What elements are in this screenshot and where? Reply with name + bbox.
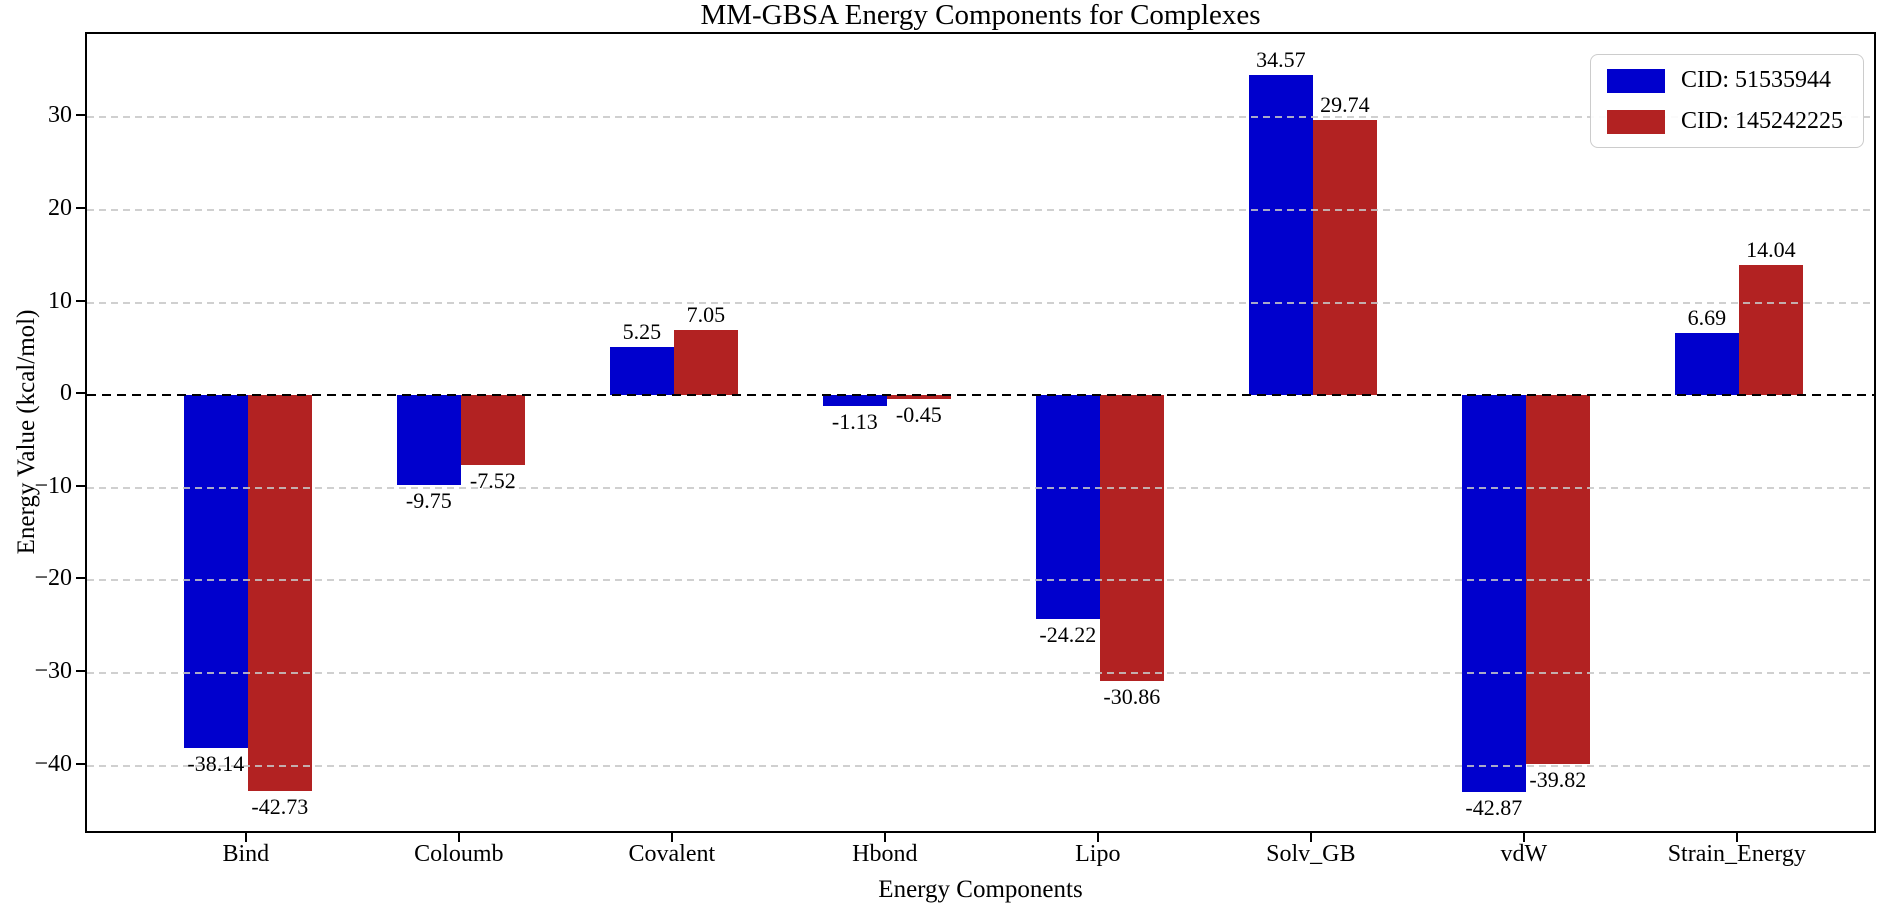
y-tick-label-10: 10 xyxy=(48,287,72,314)
gridline-20 xyxy=(87,208,1874,211)
y-tick-mark--20 xyxy=(76,577,85,580)
legend-label-0: CID: 51535944 xyxy=(1681,67,1831,93)
x-tick-label-vdW: vdW xyxy=(1500,841,1548,867)
x-tick-mark-Lipo xyxy=(1096,833,1099,842)
bar-value-label-Coloumb-series0: -9.75 xyxy=(405,488,452,514)
y-tick-mark-30 xyxy=(76,114,85,117)
bar-value-label-Lipo-series1: -30.86 xyxy=(1103,683,1161,709)
x-tick-label-Covalent: Covalent xyxy=(628,841,716,867)
zero-line xyxy=(87,394,1874,397)
y-tick-mark-0 xyxy=(76,392,85,395)
bar-Covalent-series0 xyxy=(609,346,674,396)
gridline--40 xyxy=(87,764,1874,767)
y-tick-label--20: −20 xyxy=(34,565,72,592)
x-tick-label-Lipo: Lipo xyxy=(1075,841,1121,867)
bar-Solv_GB-series0 xyxy=(1248,75,1313,396)
x-tick-label-Coloumb: Coloumb xyxy=(414,841,504,867)
y-tick-label-30: 30 xyxy=(48,102,72,129)
legend-swatch-red xyxy=(1607,109,1665,134)
legend-label-1: CID: 145242225 xyxy=(1681,108,1843,134)
bar-Strain_Energy-series1 xyxy=(1738,265,1803,396)
chart-title: MM-GBSA Energy Components for Complexes xyxy=(700,0,1261,31)
bar-value-label-Strain_Energy-series1: 14.04 xyxy=(1746,237,1796,263)
x-tick-mark-Coloumb xyxy=(457,833,460,842)
x-tick-mark-Covalent xyxy=(670,833,673,842)
y-tick-mark-20 xyxy=(76,206,85,209)
gridline--30 xyxy=(87,671,1874,674)
bar-value-label-vdW-series1: -39.82 xyxy=(1529,766,1587,792)
x-tick-mark-Strain_Energy xyxy=(1735,833,1738,842)
legend-item-0: CID: 51535944 xyxy=(1607,67,1843,94)
gridline--20 xyxy=(87,579,1874,582)
x-tick-mark-Hbond xyxy=(883,833,886,842)
x-tick-label-Bind: Bind xyxy=(222,841,270,867)
x-tick-label-Hbond: Hbond xyxy=(852,841,918,867)
bar-value-label-Bind-series0: -38.14 xyxy=(187,751,245,777)
legend-swatch-blue xyxy=(1607,68,1665,93)
y-tick-mark--10 xyxy=(76,484,85,487)
bar-value-label-Bind-series1: -42.73 xyxy=(251,793,309,819)
bar-vdW-series0 xyxy=(1461,395,1526,793)
x-tick-mark-vdW xyxy=(1522,833,1525,842)
gridline-10 xyxy=(87,301,1874,304)
bar-Solv_GB-series1 xyxy=(1312,119,1377,396)
bar-Lipo-series0 xyxy=(1035,395,1100,620)
x-axis-label: Energy Components xyxy=(878,876,1083,903)
gridline--10 xyxy=(87,486,1874,489)
legend-item-1: CID: 145242225 xyxy=(1607,108,1843,135)
bar-value-label-Solv_GB-series1: 29.74 xyxy=(1320,91,1370,117)
bar-value-label-Solv_GB-series0: 34.57 xyxy=(1256,47,1306,73)
y-tick-label--30: −30 xyxy=(34,657,72,684)
bar-Bind-series0 xyxy=(183,395,248,749)
bar-value-label-Covalent-series1: 7.05 xyxy=(686,301,726,327)
bar-Covalent-series1 xyxy=(673,329,738,396)
bar-Bind-series1 xyxy=(247,395,312,791)
bar-value-label-Coloumb-series1: -7.52 xyxy=(469,467,516,493)
bar-value-label-Covalent-series0: 5.25 xyxy=(622,318,662,344)
bar-value-label-Lipo-series0: -24.22 xyxy=(1039,622,1097,648)
y-tick-mark--40 xyxy=(76,762,85,765)
bar-Coloumb-series1 xyxy=(460,395,525,465)
x-tick-mark-Solv_GB xyxy=(1309,833,1312,842)
legend: CID: 51535944 CID: 145242225 xyxy=(1590,54,1864,148)
y-tick-label--10: −10 xyxy=(34,472,72,499)
x-tick-label-Strain_Energy: Strain_Energy xyxy=(1667,841,1806,867)
bar-Hbond-series1 xyxy=(886,395,951,400)
plot-area: CID: 51535944 CID: 145242225 -38.14 -42.7… xyxy=(85,32,1876,833)
y-tick-label-0: 0 xyxy=(60,380,72,407)
y-tick-label-20: 20 xyxy=(48,194,72,221)
bar-value-label-Hbond-series0: -1.13 xyxy=(831,408,878,434)
bar-Coloumb-series0 xyxy=(396,395,461,486)
x-tick-mark-Bind xyxy=(244,833,247,842)
y-tick-mark--30 xyxy=(76,669,85,672)
bar-Strain_Energy-series0 xyxy=(1674,333,1739,396)
y-axis-label: Energy Value (kcal/mol) xyxy=(13,309,40,555)
bar-Hbond-series0 xyxy=(822,395,887,406)
y-tick-mark-10 xyxy=(76,299,85,302)
bar-value-label-Strain_Energy-series0: 6.69 xyxy=(1687,305,1727,331)
bar-Lipo-series1 xyxy=(1099,395,1164,681)
x-tick-label-Solv_GB: Solv_GB xyxy=(1266,841,1356,867)
gridline-30 xyxy=(87,116,1874,119)
bar-value-label-vdW-series0: -42.87 xyxy=(1465,795,1523,821)
bar-value-label-Hbond-series1: -0.45 xyxy=(895,402,942,428)
y-tick-label--40: −40 xyxy=(34,750,72,777)
